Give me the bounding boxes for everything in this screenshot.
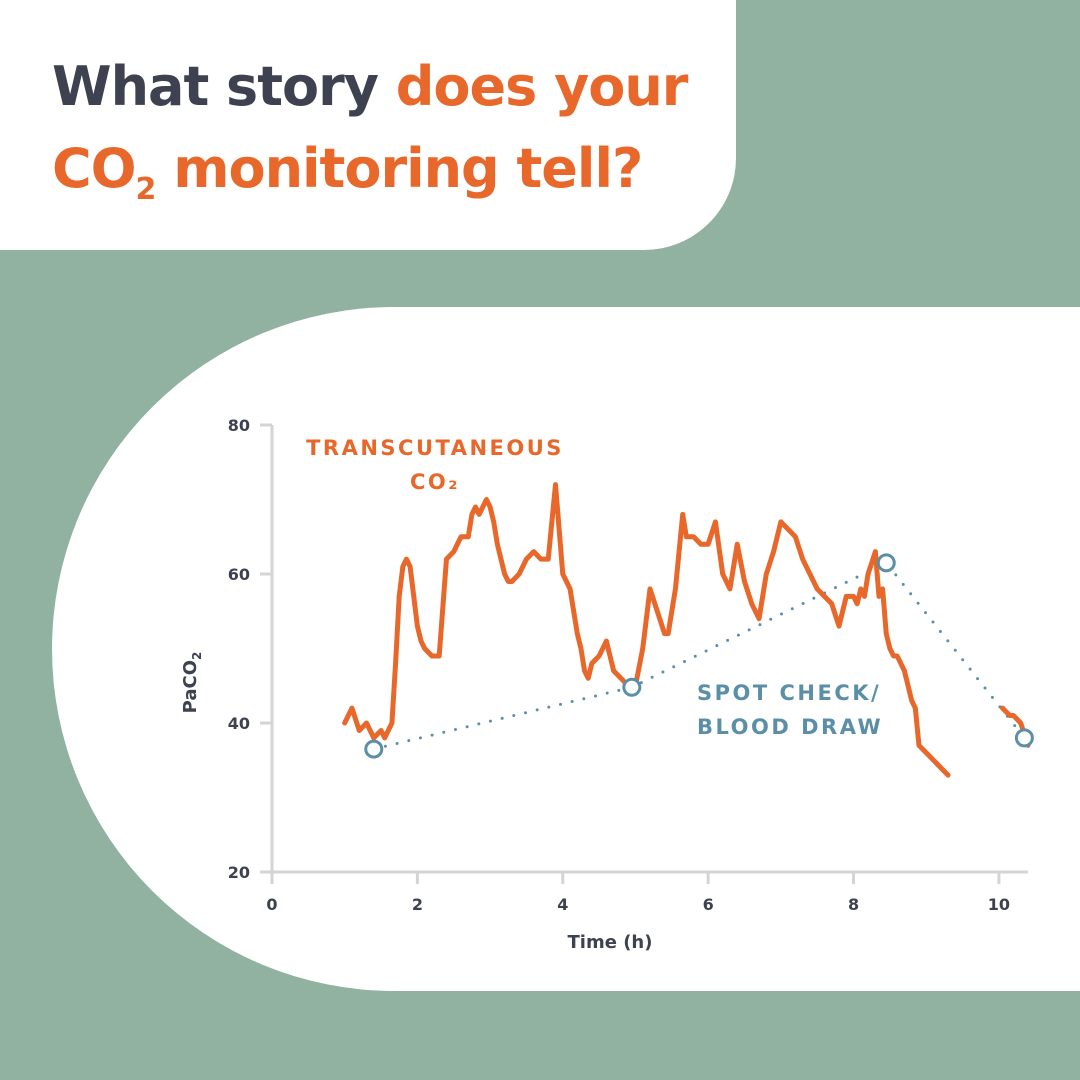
title-text-accent-2: monitoring tell? xyxy=(155,137,643,200)
x-tick-label: 4 xyxy=(557,895,568,914)
transcutaneous-label-line: CO₂ xyxy=(410,470,460,494)
tick-labels: 20 40 60 80 0 2 4 6 8 10 xyxy=(228,416,1010,914)
spot-check-point xyxy=(876,553,896,573)
spot-check-point xyxy=(1014,728,1034,748)
y-tick-label: 20 xyxy=(228,863,250,882)
x-tick-label: 8 xyxy=(848,895,859,914)
y-axis-title: PaCO2 xyxy=(180,652,204,714)
transcutaneous-co2-line xyxy=(342,482,951,778)
spot-check-line xyxy=(372,560,1026,751)
y-tick-label: 80 xyxy=(228,416,250,435)
x-tick-label: 2 xyxy=(412,895,423,914)
chart-panel: 20 40 60 80 0 2 4 6 8 10 Time (h) PaCO2 TRANSCUTA… xyxy=(52,307,1080,991)
y-tick-label: 40 xyxy=(228,714,250,733)
x-tick-label: 0 xyxy=(266,895,277,914)
y-axis-title-main: PaCO xyxy=(180,660,201,713)
title-panel: What story does your CO2 monitoring tell? xyxy=(0,0,736,250)
x-axis-title: Time (h) xyxy=(568,932,653,953)
chart-axes xyxy=(260,423,1028,884)
title-text-subscript: 2 xyxy=(135,172,157,207)
y-tick-label: 60 xyxy=(228,565,250,584)
spot-check-point xyxy=(622,677,642,697)
x-tick-label: 6 xyxy=(703,895,714,914)
series-layer xyxy=(342,482,1034,778)
y-axis-title-sub: 2 xyxy=(190,652,204,660)
spot-check-label-line: SPOT CHECK/ xyxy=(697,681,881,705)
transcutaneous-label-line: TRANSCUTANEOUS xyxy=(306,436,564,460)
x-tick-label: 10 xyxy=(988,895,1010,914)
title-text-dark: What story xyxy=(52,55,396,118)
page-title: What story does your CO2 monitoring tell? xyxy=(52,46,689,210)
title-text-co: CO xyxy=(52,137,137,200)
chart-annotations: TRANSCUTANEOUS CO₂ SPOT CHECK/BLOOD DRAW xyxy=(306,436,883,739)
spot-check-label-line: BLOOD DRAW xyxy=(697,715,883,739)
spot-check-point xyxy=(364,739,384,759)
title-text-accent-1: does your xyxy=(395,55,689,118)
